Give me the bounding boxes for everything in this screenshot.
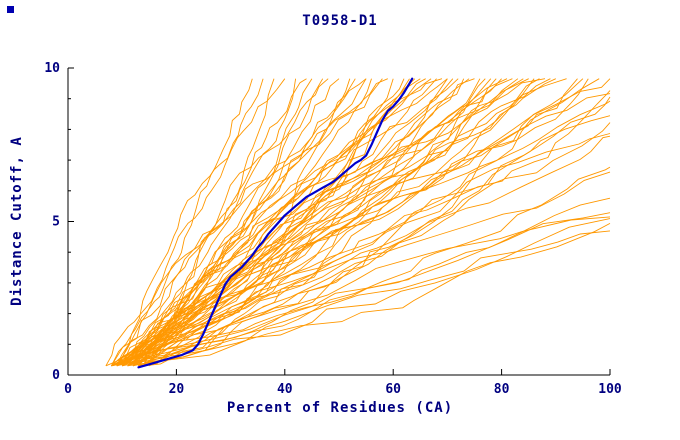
prediction-curve	[116, 78, 529, 367]
prediction-curve	[116, 78, 253, 367]
prediction-curve	[111, 223, 611, 367]
prediction-curve	[121, 212, 611, 367]
prediction-curve	[111, 78, 324, 367]
prediction-curve	[121, 78, 383, 367]
prediction-curve	[127, 78, 492, 367]
x-tick-label: 20	[169, 382, 185, 397]
prediction-curve	[148, 78, 448, 366]
prediction-curve	[127, 78, 600, 367]
chart-title: T0958-D1	[302, 13, 378, 29]
prediction-curve	[121, 78, 329, 367]
prediction-curve	[143, 78, 481, 367]
prediction-curve	[111, 78, 508, 367]
prediction-curve	[143, 78, 524, 367]
prediction-curve	[111, 197, 611, 367]
prediction-curve	[116, 78, 567, 367]
prediction-curve	[121, 78, 611, 367]
prediction-curve	[116, 78, 432, 367]
prediction-curve	[127, 133, 611, 367]
x-tick-label: 100	[598, 382, 622, 397]
y-tick-label: 5	[52, 215, 60, 230]
prediction-curve	[111, 100, 611, 367]
prediction-curve	[121, 78, 519, 367]
y-tick-label: 10	[44, 61, 60, 76]
x-axis-label: Percent of Residues (CA)	[226, 400, 454, 416]
y-tick-label: 0	[52, 368, 60, 383]
prediction-curve	[116, 218, 611, 367]
prediction-curve	[121, 78, 551, 367]
x-tick-label: 40	[277, 382, 293, 397]
prediction-curve	[138, 216, 611, 367]
prediction-curve	[122, 122, 611, 367]
prediction-curve	[105, 78, 367, 367]
prediction-curve	[143, 78, 388, 366]
prediction-curve	[138, 90, 611, 367]
x-tick-label: 80	[494, 382, 510, 397]
prediction-curve	[149, 78, 584, 367]
highlighted-model-curve	[137, 77, 414, 369]
prediction-curve	[132, 78, 556, 367]
prediction-curve	[132, 171, 611, 367]
x-tick-label: 60	[385, 382, 401, 397]
prediction-curve	[110, 78, 264, 367]
prediction-curve	[127, 230, 611, 367]
prediction-curve	[138, 78, 546, 366]
prediction-curve	[105, 78, 286, 367]
x-tick-label: 0	[64, 382, 72, 397]
prediction-curve	[132, 96, 611, 367]
corner-marker	[7, 6, 14, 13]
prediction-curve	[121, 78, 454, 366]
prediction-curve	[143, 78, 578, 366]
